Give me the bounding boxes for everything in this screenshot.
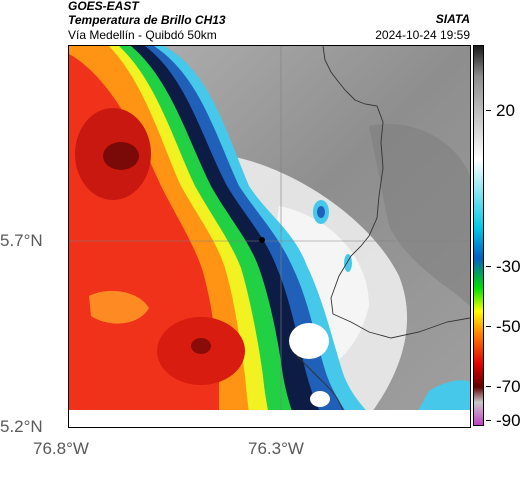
agency-label: SIATA: [435, 12, 470, 26]
cbar-tick-minus90: [486, 420, 491, 421]
cbar-label-minus30: -30: [496, 257, 521, 276]
coldest-core-south: [191, 338, 211, 354]
map-canvas: [69, 46, 470, 427]
cbar-label-minus70: -70: [496, 377, 521, 396]
no-data-strip: [69, 410, 470, 427]
cbar-tick-minus70: [486, 386, 491, 387]
warm-hole: [289, 323, 329, 359]
lon-label-2: 76.3°W: [248, 439, 304, 458]
warm-pocket: [89, 290, 149, 324]
satellite-map[interactable]: [68, 45, 471, 428]
lat-label-1: 5.7°N: [0, 231, 43, 250]
department-boundary: [322, 46, 470, 339]
cbar-label-minus90: -90: [496, 411, 521, 430]
cbar-tick-minus30: [486, 266, 491, 267]
product-title: Temperatura de Brillo CH13: [68, 13, 226, 27]
cell-1-core: [317, 206, 325, 218]
satellite-source: GOES-EAST: [68, 0, 139, 13]
coldest-core-north: [103, 142, 139, 170]
lat-label-2: 5.2°N: [0, 417, 43, 436]
cloud-dark-patch: [369, 124, 470, 306]
colorbar: [473, 45, 484, 426]
timestamp: 2024-10-24 19:59: [375, 28, 470, 42]
region-label: Vía Medellín - Quibdó 50km: [68, 28, 217, 42]
cbar-tick-20: [486, 110, 491, 111]
cbar-label-20: 20: [496, 101, 515, 120]
city-marker: [259, 237, 265, 243]
cbar-tick-minus50: [486, 326, 491, 327]
lon-label-1: 76.8°W: [33, 439, 89, 458]
warm-hole-2: [310, 391, 330, 407]
cbar-label-minus50: -50: [496, 317, 521, 336]
